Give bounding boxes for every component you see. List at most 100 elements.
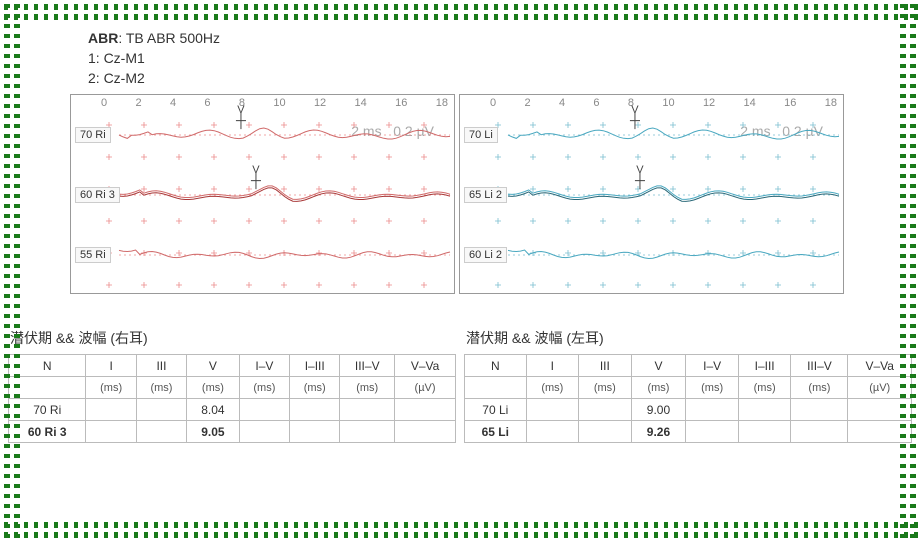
table-cell (738, 421, 791, 443)
wave-marker: V┼ (236, 104, 246, 128)
table-unit: (ms) (526, 377, 579, 399)
table-header: N (465, 355, 527, 377)
table-cell (136, 421, 186, 443)
table-cell (738, 399, 791, 421)
table-cell (686, 421, 739, 443)
table-unit: (ms) (86, 377, 136, 399)
trace-label: 70 Li (464, 127, 498, 143)
table-left-title: 潜伏期 && 波幅 (右耳) (8, 324, 456, 354)
trace: 60 Ri 3V┼ (71, 170, 454, 220)
table-unit (9, 377, 86, 399)
table-cell: 9.00 (631, 399, 686, 421)
table-cell (340, 399, 395, 421)
table-cell (686, 399, 739, 421)
table-cell (290, 399, 340, 421)
table-cell (86, 399, 136, 421)
table-unit: (µV) (395, 377, 456, 399)
table-header-row: NIIIIVI–VI–IIIIII–VV–Va (9, 355, 456, 377)
table-header: III–V (340, 355, 395, 377)
table-header: III (579, 355, 632, 377)
table-cell (579, 421, 632, 443)
table-header: V–Va (395, 355, 456, 377)
table-cell (395, 421, 456, 443)
table-header: I–V (239, 355, 289, 377)
table-header: V–Va (848, 355, 912, 377)
table-header: I–III (738, 355, 791, 377)
chart-right: 0246810121416182 ms 0.2 µV70 LiV┼65 Li 2… (459, 94, 844, 294)
trace-label: 65 Li 2 (464, 187, 507, 203)
table-header: I–III (290, 355, 340, 377)
table-header: N (9, 355, 86, 377)
trace: 70 RiV┼ (71, 110, 454, 160)
table-right-title: 潜伏期 && 波幅 (左耳) (464, 324, 912, 354)
table-cell (290, 421, 340, 443)
table-unit: (ms) (340, 377, 395, 399)
table-row: 70 Ri 8.04 (9, 399, 456, 421)
table-units-row: (ms)(ms)(ms)(ms)(ms)(ms)(µV) (9, 377, 456, 399)
table-cell (340, 421, 395, 443)
table-unit: (ms) (631, 377, 686, 399)
tables-row: 潜伏期 && 波幅 (右耳) NIIIIVI–VI–IIIIII–VV–Va(m… (8, 324, 912, 443)
trace: 70 LiV┼ (460, 110, 843, 160)
table-unit: (ms) (290, 377, 340, 399)
table-unit: (µV) (848, 377, 912, 399)
table-header: V (187, 355, 240, 377)
table-cell (395, 399, 456, 421)
header: ABR: TB ABR 500Hz 1: Cz-M1 2: Cz-M2 (0, 0, 920, 88)
table-unit: (ms) (579, 377, 632, 399)
table-unit: (ms) (738, 377, 791, 399)
chart-left: 0246810121416182 ms 0.2 µV70 RiV┼60 Ri 3… (70, 94, 455, 294)
table-cell (239, 421, 289, 443)
table-cell: 9.05 (187, 421, 240, 443)
table-cell (136, 399, 186, 421)
trace-label: 60 Li 2 (464, 247, 507, 263)
table-cell: 9.26 (631, 421, 686, 443)
table-cell (526, 399, 579, 421)
table-header-row: NIIIIVI–VI–IIIIII–VV–Va (465, 355, 912, 377)
table-unit: (ms) (239, 377, 289, 399)
table-left: NIIIIVI–VI–IIIIII–VV–Va(ms)(ms)(ms)(ms)(… (8, 354, 456, 443)
table-left-wrap: 潜伏期 && 波幅 (右耳) NIIIIVI–VI–IIIIII–VV–Va(m… (8, 324, 456, 443)
wave-marker: V┼ (630, 104, 640, 128)
table-cell: 70 Li (465, 399, 527, 421)
charts-row: 0246810121416182 ms 0.2 µV70 RiV┼60 Ri 3… (70, 94, 850, 294)
table-row: 60 Ri 3 9.05 (9, 421, 456, 443)
table-right-wrap: 潜伏期 && 波幅 (左耳) NIIIIVI–VI–IIIIII–VV–Va(m… (464, 324, 912, 443)
table-unit (465, 377, 527, 399)
table-cell (791, 421, 848, 443)
table-header: V (631, 355, 686, 377)
table-unit: (ms) (791, 377, 848, 399)
table-cell (86, 421, 136, 443)
table-unit: (ms) (187, 377, 240, 399)
table-unit: (ms) (136, 377, 186, 399)
table-header: I (86, 355, 136, 377)
wave-marker: V┼ (635, 164, 645, 188)
table-cell: 60 Ri 3 (9, 421, 86, 443)
table-cell (526, 421, 579, 443)
trace: 55 Ri (71, 230, 454, 280)
table-cell: 70 Ri (9, 399, 86, 421)
trace: 65 Li 2V┼ (460, 170, 843, 220)
trace: 60 Li 2 (460, 230, 843, 280)
trace-label: 55 Ri (75, 247, 111, 263)
trace-label: 60 Ri 3 (75, 187, 120, 203)
table-row: 65 Li 9.26 (465, 421, 912, 443)
table-right: NIIIIVI–VI–IIIIII–VV–Va(ms)(ms)(ms)(ms)(… (464, 354, 912, 443)
abr-title: ABR: TB ABR 500Hz (88, 28, 920, 48)
table-cell: 8.04 (187, 399, 240, 421)
table-header: III–V (791, 355, 848, 377)
table-header: I–V (686, 355, 739, 377)
table-units-row: (ms)(ms)(ms)(ms)(ms)(ms)(µV) (465, 377, 912, 399)
table-cell (239, 399, 289, 421)
channel-2: 2: Cz-M2 (88, 68, 920, 88)
trace-label: 70 Ri (75, 127, 111, 143)
table-unit: (ms) (686, 377, 739, 399)
table-header: I (526, 355, 579, 377)
table-cell (848, 421, 912, 443)
table-header: III (136, 355, 186, 377)
table-cell (579, 399, 632, 421)
table-cell (791, 399, 848, 421)
table-cell: 65 Li (465, 421, 527, 443)
table-cell (848, 399, 912, 421)
table-row: 70 Li 9.00 (465, 399, 912, 421)
